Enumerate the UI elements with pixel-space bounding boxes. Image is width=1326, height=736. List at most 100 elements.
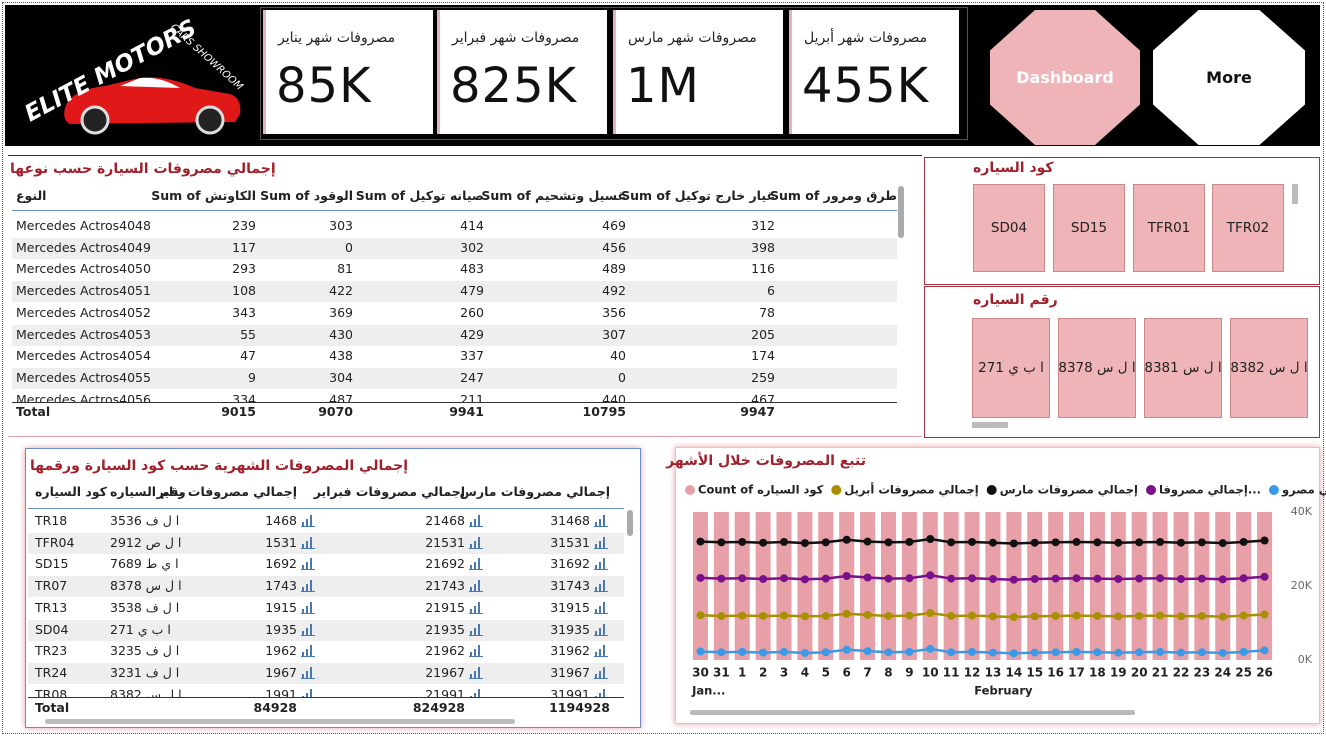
legend-swatch [986, 485, 997, 495]
bar [922, 512, 938, 660]
bar [943, 512, 959, 660]
marker [968, 611, 977, 620]
marker [759, 648, 768, 657]
marker [1197, 648, 1206, 657]
marker [1176, 612, 1185, 621]
marker [1239, 574, 1248, 583]
bar-icon [594, 645, 608, 658]
marker [759, 611, 768, 620]
marker [1009, 649, 1018, 658]
table-cell: 456 [602, 239, 626, 255]
y-tick-label: 40K [1291, 505, 1313, 518]
marker [780, 574, 789, 583]
table-cell: 1962 [265, 643, 297, 659]
marker [1051, 538, 1060, 547]
table-cell: 31915 [550, 599, 590, 615]
marker [717, 611, 726, 620]
marker [1009, 539, 1018, 548]
table-cell: 1991 [265, 686, 297, 697]
bar-icon [594, 558, 608, 571]
marker [1030, 648, 1039, 657]
table-cell: 9 [248, 369, 256, 385]
marker [905, 537, 914, 546]
table-cell: Mercedes Actros4050 [16, 261, 151, 277]
bar [692, 512, 708, 660]
table-cell: 430 [329, 326, 353, 342]
bar [1257, 512, 1273, 660]
marker [1135, 611, 1144, 620]
marker [1156, 537, 1165, 546]
column-header: إجمالي مصروفات يناير [156, 484, 297, 499]
marker [863, 647, 872, 656]
marker [717, 538, 726, 547]
column-header: Sum of صيانه توكيل [355, 188, 484, 203]
x-group-label: Jan... [691, 684, 725, 698]
x-tick-label: 21 [1152, 666, 1169, 680]
marker [800, 539, 809, 548]
bar [1089, 512, 1105, 660]
marker [947, 611, 956, 620]
table-cell: TR24 [35, 664, 68, 680]
bar [1152, 512, 1168, 660]
marker [759, 574, 768, 583]
table-cell: 1915 [265, 599, 297, 615]
kpi-value: 825K [450, 58, 578, 114]
bar [1110, 512, 1126, 660]
marker [884, 574, 893, 583]
legend-label: إجمالي مصروفا... [1159, 483, 1261, 498]
car-window [120, 77, 180, 88]
column-header: Sum of طرق ومرور [770, 188, 897, 203]
x-tick-label: 30 [692, 666, 709, 680]
bar [839, 512, 855, 660]
marker [926, 609, 935, 618]
table-cell: 205 [751, 326, 775, 342]
marker [1114, 574, 1123, 583]
total-cell: 9015 [221, 404, 256, 419]
marker [1135, 648, 1144, 657]
table-cell: TR13 [35, 599, 68, 615]
table-cell: 31967 [550, 664, 590, 680]
marker [1114, 538, 1123, 547]
bar-icon [594, 515, 608, 527]
kpi-label: مصروفات شهر أبريل [804, 30, 928, 46]
table2-title: إجمالي المصروفات الشهرية حسب كود السيارة… [30, 458, 409, 474]
marker [1051, 611, 1060, 620]
table1-panel [8, 155, 922, 437]
kpi-label: مصروفات شهر فبراير [452, 30, 580, 46]
x-tick-label: 5 [822, 666, 830, 680]
dashboard-button[interactable]: Dashboard [990, 10, 1140, 145]
table2-panel [25, 448, 641, 728]
table-cell: 1743 [265, 578, 297, 594]
table-cell: 489 [602, 261, 626, 277]
total-cell: 10795 [582, 404, 627, 419]
marker [1093, 538, 1102, 547]
table-cell: TR18 [35, 513, 68, 528]
more-button[interactable]: More [1153, 10, 1305, 145]
slicer-title: كود السياره [973, 160, 1054, 176]
marker [821, 574, 830, 583]
kpi-value: 1M [626, 58, 700, 114]
x-tick-label: 9 [905, 666, 913, 680]
bar [1027, 512, 1043, 660]
table-cell: 304 [329, 369, 353, 385]
table-cell: Mercedes Actros4053 [16, 326, 151, 342]
slicer-title: رقم السياره [973, 292, 1058, 308]
table-cell: 259 [751, 369, 775, 385]
column-header: كود السياره [35, 484, 107, 499]
legend-label: إجمالي مصروفات أبريل [844, 482, 978, 498]
bar-icon [469, 515, 483, 527]
table-cell: 1692 [265, 556, 297, 572]
bar-icon [469, 558, 483, 571]
marker [926, 571, 935, 580]
bar [818, 512, 834, 660]
x-tick-label: 17 [1068, 666, 1085, 680]
scrollbar [898, 186, 904, 238]
marker [696, 537, 705, 546]
x-tick-label: 7 [863, 666, 871, 680]
marker [1009, 613, 1018, 622]
legend-label: إجمالي مصروفات مارس [1000, 483, 1138, 498]
x-tick-label: 24 [1214, 666, 1231, 680]
bar [901, 512, 917, 660]
marker [1176, 574, 1185, 583]
table-cell: 211 [460, 391, 484, 403]
